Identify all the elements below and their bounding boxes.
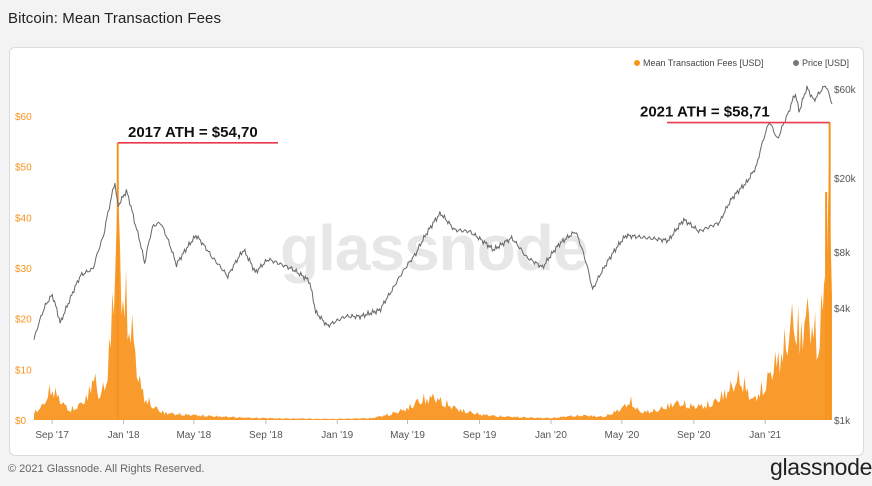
- fees-area-layer: [34, 122, 832, 420]
- x-tick-label: Sep '18: [249, 430, 283, 441]
- left-axis: $0 $10 $20 $30 $40 $50 $60: [15, 112, 32, 427]
- price-line-layer: [33, 85, 833, 340]
- ath-2021-label: 2021 ATH = $58,71: [640, 104, 770, 121]
- y-left-tick-label: $60: [15, 112, 32, 123]
- x-tick-label: Sep '20: [677, 430, 711, 441]
- y-left-tick-label: $20: [15, 315, 32, 326]
- y-left-tick-label: $0: [15, 416, 27, 427]
- y-right-tick-label: $8k: [834, 248, 851, 259]
- y-left-tick-label: $30: [15, 264, 32, 275]
- x-tick-label: Sep '17: [35, 430, 69, 441]
- right-axis: $1k $4k $8k $20k $60k: [834, 85, 857, 427]
- y-left-tick-label: $40: [15, 213, 32, 224]
- legend-fees-label[interactable]: Mean Transaction Fees [USD]: [643, 58, 764, 68]
- y-right-tick-label: $20k: [834, 174, 857, 185]
- price-line: [33, 85, 833, 340]
- x-tick-label: May '18: [176, 430, 211, 441]
- x-tick-label: May '19: [390, 430, 425, 441]
- y-left-tick-label: $10: [15, 365, 32, 376]
- legend-fees-swatch[interactable]: [634, 60, 640, 66]
- x-tick-label: Jan '20: [535, 430, 567, 441]
- watermark: glassnode: [280, 212, 589, 284]
- annotations-layer: 2017 ATH = $54,70 2021 ATH = $58,71: [117, 104, 830, 144]
- y-right-tick-label: $4k: [834, 304, 851, 315]
- ath-2017-label: 2017 ATH = $54,70: [128, 124, 258, 141]
- x-tick-label: Jan '19: [321, 430, 353, 441]
- y-right-tick-label: $1k: [834, 416, 851, 427]
- x-tick-label: Sep '19: [463, 430, 497, 441]
- x-tick-label: May '20: [604, 430, 639, 441]
- page-title: Bitcoin: Mean Transaction Fees: [8, 10, 222, 27]
- copyright-text: © 2021 Glassnode. All Rights Reserved.: [8, 463, 205, 475]
- y-left-tick-label: $50: [15, 163, 32, 174]
- legend[interactable]: Mean Transaction Fees [USD] Price [USD]: [634, 58, 849, 68]
- fees-area: [34, 168, 832, 420]
- legend-price-label[interactable]: Price [USD]: [802, 58, 849, 68]
- glassnode-logo[interactable]: glassnode: [770, 454, 872, 480]
- chart-card: [9, 47, 864, 456]
- x-axis: Sep '17 Jan '18 May '18 Sep '18 Jan '19 May '…: [35, 420, 782, 441]
- legend-price-swatch[interactable]: [793, 60, 799, 66]
- y-right-tick-label: $60k: [834, 85, 857, 96]
- x-tick-label: Jan '18: [108, 430, 140, 441]
- x-tick-label: Jan '21: [749, 430, 781, 441]
